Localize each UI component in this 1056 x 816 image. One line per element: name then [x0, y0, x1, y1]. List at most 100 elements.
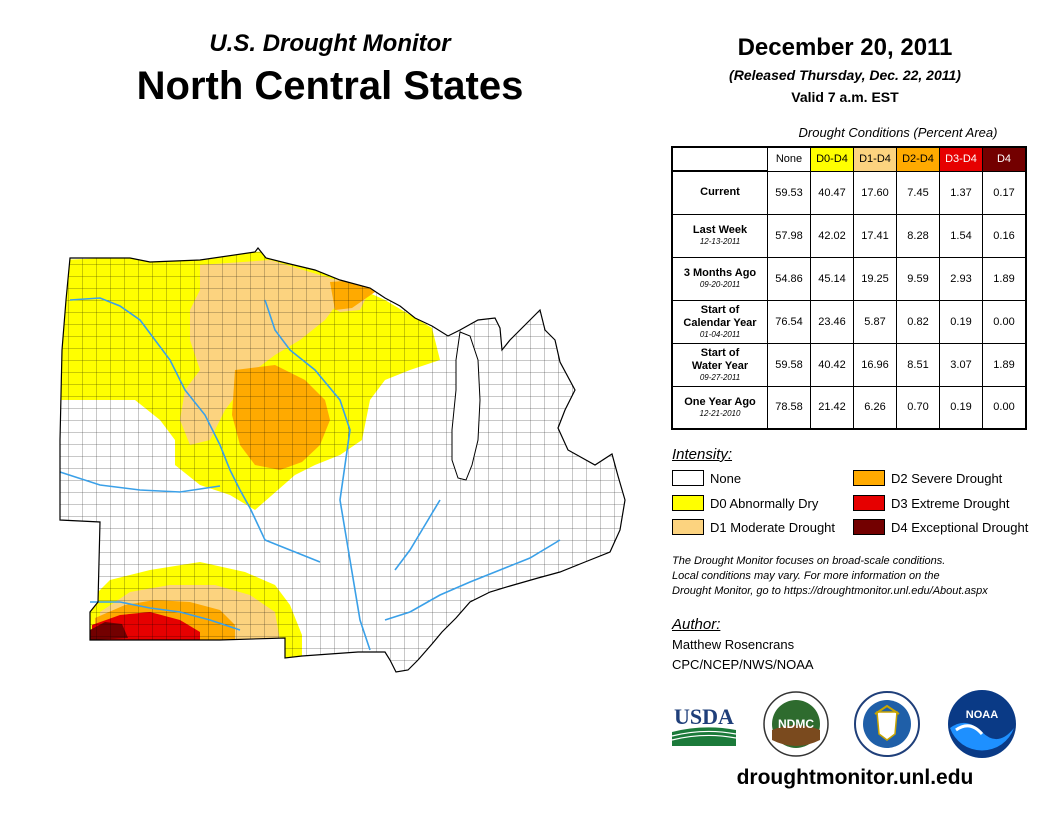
- row-label: Current: [671, 170, 768, 215]
- disclaimer-note: The Drought Monitor focuses on broad-sca…: [672, 554, 1042, 599]
- legend-label: D1 Moderate Drought: [710, 519, 836, 535]
- table-cell: 6.26: [853, 385, 897, 430]
- usda-logo: USDA: [671, 704, 737, 746]
- row-date: 01-04-2011: [699, 329, 741, 339]
- doc-seal-logo: [854, 691, 920, 757]
- table-cell: 17.41: [853, 213, 897, 258]
- table-cell: 9.59: [896, 256, 940, 301]
- platte-river: [59, 471, 221, 493]
- table-cell: 57.98: [767, 213, 811, 258]
- table-cell: 7.45: [896, 170, 940, 215]
- drought-map: [59, 247, 626, 673]
- table-cell: 0.82: [896, 299, 940, 344]
- usda-logo-text: USDA: [674, 704, 734, 729]
- table-cell: 0.00: [982, 299, 1027, 344]
- table-cell: 45.14: [810, 256, 854, 301]
- legend-label: D3 Extreme Drought: [891, 495, 1010, 511]
- arkansas-river: [90, 601, 241, 631]
- illinois-river: [394, 499, 441, 571]
- table-corner: [672, 147, 768, 172]
- row-label-line: Current: [700, 186, 740, 199]
- row-label: One Year Ago 12-21-2010: [671, 385, 768, 430]
- table-cell: 40.42: [810, 342, 854, 387]
- note-line: Local conditions may vary. For more info…: [672, 570, 940, 582]
- legend-swatch: [853, 470, 885, 486]
- row-label: Start of Calendar Year 01-04-2011: [671, 299, 768, 344]
- table-cell: 0.19: [939, 385, 983, 430]
- row-date: 12-21-2010: [699, 408, 741, 418]
- col-d0-d4: D0-D4: [810, 146, 854, 172]
- table-cell: 0.16: [982, 213, 1027, 258]
- table-cell: 54.86: [767, 256, 811, 301]
- map-date: December 20, 2011: [737, 34, 953, 61]
- release-date: (Released Thursday, Dec. 22, 2011): [729, 67, 961, 83]
- ndmc-logo-text: NDMC: [778, 717, 814, 731]
- legend-item-d3: D3 Extreme Drought: [853, 495, 1010, 511]
- legend-item-d2: D2 Severe Drought: [853, 470, 1002, 486]
- table-cell: 8.28: [896, 213, 940, 258]
- table-row: Last Week 12-13-2011 57.98 42.02 17.41 8.28 1.…: [671, 213, 1027, 258]
- row-label-line: Start of: [700, 303, 740, 316]
- table-header-row: None D0-D4 D1-D4 D2-D4 D3-D4 D4: [672, 146, 1027, 172]
- table-cell: 16.96: [853, 342, 897, 387]
- legend-label: D2 Severe Drought: [891, 470, 1003, 486]
- legend-item-d0: D0 Abnormally Dry: [672, 495, 818, 511]
- row-label-line: 3 Months Ago: [683, 267, 757, 279]
- author-org: CPC/NCEP/NWS/NOAA: [672, 657, 814, 672]
- row-label-line: Calendar Year: [683, 316, 757, 329]
- conditions-caption: Drought Conditions (Percent Area): [798, 125, 998, 140]
- col-d2-d4: D2-D4: [896, 146, 940, 172]
- table-cell: 17.60: [853, 170, 897, 215]
- legend-title: Intensity:: [672, 446, 733, 463]
- table-cell: 19.25: [853, 256, 897, 301]
- col-d3-d4: D3-D4: [939, 146, 983, 172]
- legend-swatch: [672, 470, 704, 486]
- legend-label: D4 Exceptional Drought: [891, 519, 1029, 535]
- row-label-line: Water Year: [691, 359, 749, 372]
- row-label: Last Week 12-13-2011: [671, 213, 768, 258]
- map-subtitle: U.S. Drought Monitor: [209, 30, 451, 57]
- table-cell: 5.87: [853, 299, 897, 344]
- table-cell: 0.19: [939, 299, 983, 344]
- table-cell: 0.70: [896, 385, 940, 430]
- table-cell: 0.17: [982, 170, 1027, 215]
- legend-swatch: [672, 519, 704, 535]
- table-cell: 23.46: [810, 299, 854, 344]
- author-name: Matthew Rosencrans: [672, 637, 795, 652]
- table-cell: 40.47: [810, 170, 854, 215]
- row-date: 09-27-2011: [699, 372, 741, 382]
- row-label-line: One Year Ago: [684, 395, 756, 408]
- table-cell: 1.54: [939, 213, 983, 258]
- website-link[interactable]: droughtmonitor.unl.edu: [736, 766, 974, 789]
- note-line: The Drought Monitor focuses on broad-sca…: [672, 555, 946, 567]
- table-cell: 1.89: [982, 256, 1027, 301]
- table-cell: 2.93: [939, 256, 983, 301]
- table-row: One Year Ago 12-21-2010 78.58 21.42 6.26 0.70…: [671, 385, 1027, 430]
- rivers: [59, 297, 561, 651]
- table-row: Start of Water Year 09-27-2011 59.58 40.42 16…: [671, 342, 1027, 387]
- table-cell: 59.58: [767, 342, 811, 387]
- noaa-logo-text: NOAA: [966, 709, 998, 721]
- noaa-logo: NOAA: [948, 690, 1016, 758]
- row-date: 09-20-2011: [699, 280, 741, 289]
- lake-michigan: [451, 331, 481, 481]
- row-label: Start of Water Year 09-27-2011: [671, 342, 768, 387]
- legend-item-d1: D1 Moderate Drought: [672, 519, 835, 535]
- table-cell: 0.00: [982, 385, 1027, 430]
- table-cell: 21.42: [810, 385, 854, 430]
- table-cell: 42.02: [810, 213, 854, 258]
- row-date: 12-13-2011: [699, 237, 741, 246]
- note-line: Drought Monitor, go to https://droughtmo…: [672, 585, 988, 597]
- ohio-river: [384, 539, 561, 621]
- legend-item-d4: D4 Exceptional Drought: [853, 519, 1028, 535]
- table-cell: 78.58: [767, 385, 811, 430]
- table-cell: 59.53: [767, 170, 811, 215]
- row-label-line: Last Week: [692, 224, 748, 236]
- col-d4: D4: [982, 146, 1027, 172]
- mississippi-river: [264, 299, 371, 651]
- table-row: Current 59.53 40.47 17.60 7.45 1.37 0.17: [671, 170, 1027, 215]
- table-cell: 3.07: [939, 342, 983, 387]
- legend-swatch: [853, 519, 885, 535]
- col-d1-d4: D1-D4: [853, 146, 897, 172]
- legend-label: D0 Abnormally Dry: [710, 495, 819, 511]
